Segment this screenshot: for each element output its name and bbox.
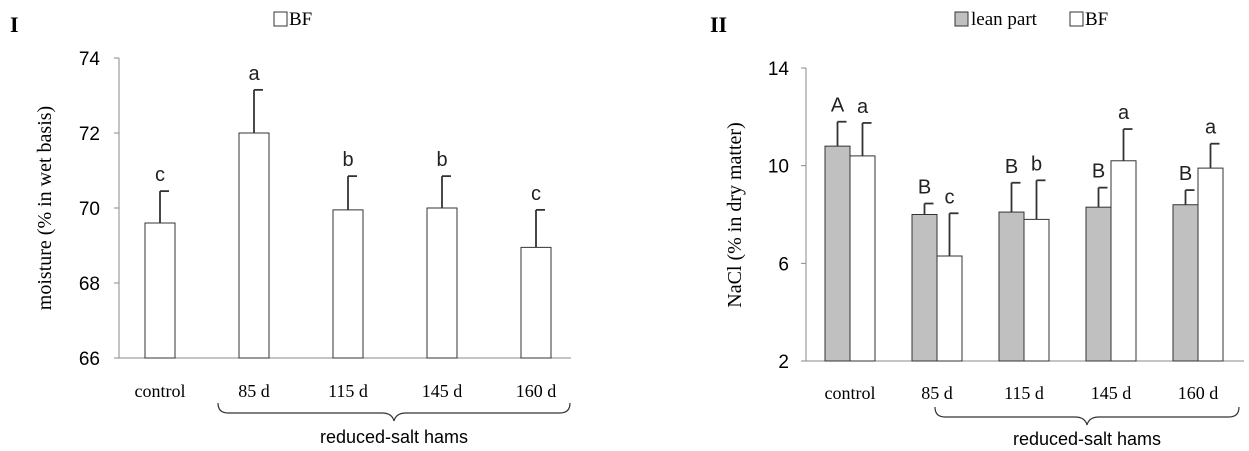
x-tick-label: control (135, 381, 186, 401)
bar (238, 132, 270, 359)
legend: BF (273, 9, 312, 30)
bar (332, 209, 364, 359)
panel-moisture: I BF moisture (% in wet basis) 66 68 70 72 7… (10, 9, 571, 447)
x-tick-label: 145 d (422, 381, 463, 401)
legend-swatch-lean-part (954, 11, 969, 27)
significance-letter: c (531, 183, 541, 205)
legend-swatch-bf (273, 11, 288, 27)
bar (911, 214, 938, 362)
significance-letter: b (342, 149, 353, 171)
significance-letter: a (1118, 102, 1130, 124)
y-tick-label: 10 (768, 157, 789, 178)
group-label: reduced-salt hams (1013, 429, 1161, 449)
bars: c a b b c (144, 63, 552, 359)
significance-letter: a (1205, 117, 1217, 139)
bar (144, 222, 176, 359)
x-tick-label: 85 d (238, 381, 270, 401)
legend-label-bf: BF (1085, 9, 1108, 30)
bar (426, 207, 458, 359)
x-tick-label: 160 d (516, 381, 557, 401)
x-tick-label: 115 d (328, 381, 368, 401)
significance-letter: B (1092, 161, 1105, 183)
bar (849, 155, 876, 362)
category-labels: control 85 d 115 d 145 d 160 d (825, 383, 1219, 403)
legend: lean part BF (954, 9, 1108, 30)
significance-letter: B (1179, 163, 1192, 185)
panel-label: I (10, 12, 19, 37)
group-brace (217, 402, 571, 422)
bar (1085, 206, 1112, 362)
significance-letter: a (248, 63, 260, 85)
x-tick-label: 115 d (1004, 383, 1044, 403)
group-label: reduced-salt hams (320, 427, 468, 447)
y-axis-label: NaCl (% in dry matter) (724, 122, 746, 308)
significance-letter: b (1031, 153, 1042, 175)
significance-letter: c (155, 164, 165, 186)
legend-label-lean-part: lean part (971, 9, 1038, 30)
bar (824, 145, 851, 362)
x-tick-label: 145 d (1091, 383, 1132, 403)
bar (998, 211, 1025, 362)
y-tick-label: 6 (778, 254, 789, 275)
y-tick-label: 74 (79, 49, 101, 70)
bar (1110, 160, 1137, 362)
legend-label-bf: BF (289, 9, 312, 30)
y-tick-label: 72 (79, 124, 100, 145)
group-brace (934, 406, 1240, 426)
y-tick-label: 70 (79, 199, 100, 220)
significance-letter: a (857, 96, 869, 118)
x-tick-label: control (825, 383, 876, 403)
significance-letter: B (918, 177, 931, 199)
significance-letter: A (831, 95, 845, 117)
y-tick-label: 2 (778, 352, 789, 373)
significance-letter: B (1005, 156, 1018, 178)
x-tick-label: 85 d (921, 383, 953, 403)
panel-label: II (710, 12, 727, 37)
bar (520, 246, 552, 359)
significance-letter: c (945, 186, 955, 208)
y-tick-label: 68 (79, 274, 100, 295)
legend-swatch-bf (1069, 11, 1084, 27)
bar (1023, 218, 1050, 362)
y-ticks: 66 68 70 72 74 (79, 49, 119, 370)
bar (1197, 167, 1224, 362)
x-tick-label: 160 d (1178, 383, 1219, 403)
panel-nacl: II lean part BF NaCl (% in dry matter) 2… (710, 9, 1244, 449)
bar (1172, 204, 1199, 362)
y-tick-label: 66 (79, 349, 100, 370)
bar (936, 255, 963, 362)
significance-letter: b (436, 149, 447, 171)
y-axis-label: moisture (% in wet basis) (34, 106, 56, 310)
y-ticks: 2 6 10 14 (768, 59, 806, 373)
y-tick-label: 14 (768, 59, 790, 80)
category-labels: control 85 d 115 d 145 d 160 d (135, 381, 557, 401)
